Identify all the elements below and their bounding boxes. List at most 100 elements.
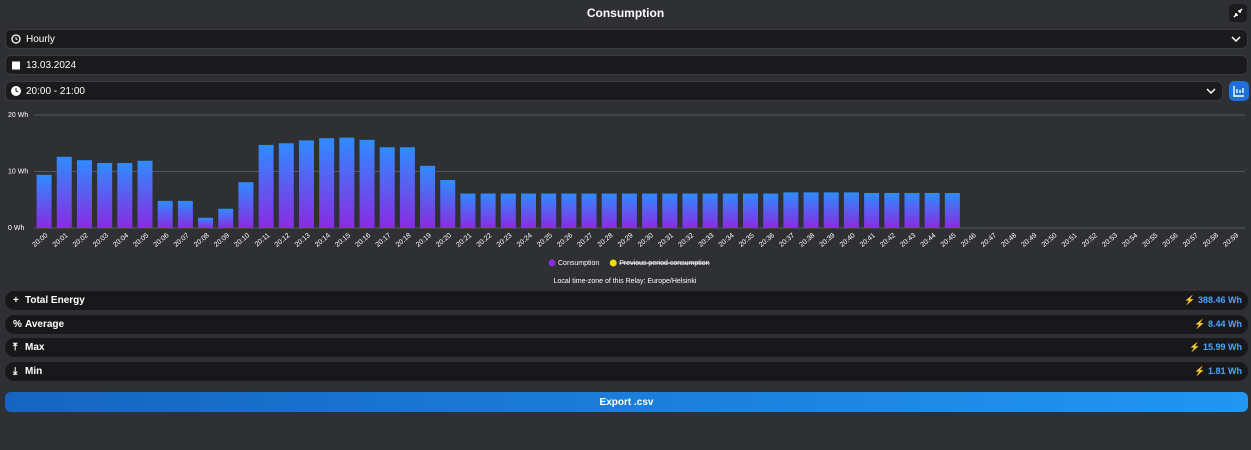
stat-row[interactable]: + Total Energy ⚡ 388.46 Wh	[5, 291, 1248, 310]
x-tick-label: 20:12	[274, 232, 292, 249]
legend-swatch	[548, 259, 556, 267]
bar	[157, 200, 173, 228]
export-button[interactable]: Export .csv	[5, 392, 1248, 412]
bar	[460, 193, 476, 228]
bar	[480, 193, 496, 228]
x-tick-label: 20:51	[1061, 232, 1079, 249]
x-tick-label: 20:18	[395, 232, 413, 249]
bar	[97, 163, 113, 228]
x-tick-label: 20:09	[213, 232, 231, 249]
x-tick-label: 20:03	[92, 232, 110, 249]
bar	[904, 192, 920, 228]
x-tick-label: 20:45	[940, 232, 958, 249]
x-tick-label: 20:30	[637, 232, 655, 249]
bar	[319, 138, 335, 228]
minimize-button[interactable]	[1229, 4, 1247, 22]
icon	[12, 61, 20, 70]
bar	[642, 193, 658, 228]
stat-label: Min	[25, 366, 43, 377]
bar	[541, 193, 557, 228]
x-tick-label: 20:42	[879, 232, 897, 249]
stat-value: ⚡ 8.44 Wh	[1194, 319, 1242, 329]
x-tick-label: 20:43	[899, 232, 917, 249]
x-tick-label: 20:24	[516, 232, 534, 249]
y-tick-label: 10 Wh	[8, 168, 28, 175]
x-tick-label: 20:07	[173, 232, 191, 249]
chevron	[1231, 36, 1241, 43]
stat-label: Max	[25, 342, 45, 353]
bar	[581, 193, 597, 228]
bar	[823, 192, 839, 228]
x-tick-label: 20:53	[1101, 232, 1119, 249]
x-tick-label: 20:21	[455, 232, 473, 249]
stat-value-text: 8.44 Wh	[1207, 319, 1242, 329]
date-input[interactable]: 13.03.2024	[5, 55, 1248, 75]
stat-value: ⚡ 388.46 Wh	[1184, 295, 1242, 305]
x-tick-label: 20:32	[677, 232, 695, 249]
x-tick-label: 20:40	[839, 232, 857, 249]
bar	[117, 163, 133, 228]
bar	[218, 208, 234, 228]
stat-icon: ⤓	[13, 366, 18, 377]
x-tick-label: 20:14	[314, 232, 332, 249]
bar	[803, 192, 819, 228]
bar	[56, 156, 72, 228]
icon	[11, 86, 21, 96]
x-tick-label: 20:00	[31, 232, 49, 249]
bar	[843, 192, 859, 228]
bar	[198, 217, 214, 228]
x-tick-label: 20:38	[798, 232, 816, 249]
x-tick-label: 20:10	[233, 232, 251, 249]
legend-label: Consumption	[558, 260, 599, 267]
icon	[1233, 8, 1243, 18]
chevron	[1206, 88, 1216, 95]
x-tick-label: 20:05	[132, 232, 150, 249]
bar	[238, 182, 254, 228]
x-tick-label: 20:01	[52, 232, 70, 249]
range-select[interactable]: 20:00 - 21:00	[5, 81, 1223, 101]
range-text: 20:00 - 21:00	[26, 85, 85, 97]
x-tick-label: 20:58	[1202, 232, 1220, 249]
bar	[298, 140, 314, 228]
x-tick-label: 20:19	[415, 232, 433, 249]
x-tick-label: 20:15	[334, 232, 352, 249]
stat-row[interactable]: % Average ⚡ 8.44 Wh	[5, 315, 1248, 334]
bar	[258, 144, 274, 228]
bar	[621, 193, 637, 228]
bar	[944, 192, 960, 228]
x-tick-label: 20:34	[718, 232, 736, 249]
bar	[399, 147, 415, 228]
x-tick-label: 20:16	[354, 232, 372, 249]
x-tick-label: 20:50	[1041, 232, 1059, 249]
x-tick-label: 20:27	[576, 232, 594, 249]
stat-row[interactable]: ⤓ Min ⚡ 1.81 Wh	[5, 362, 1248, 381]
bar	[763, 193, 779, 228]
bar	[440, 179, 456, 228]
x-tick-label: 20:23	[496, 232, 514, 249]
x-tick-label: 20:26	[556, 232, 574, 249]
icon	[11, 34, 21, 44]
legend-swatch	[609, 259, 617, 267]
icon	[1233, 86, 1244, 97]
x-tick-label: 20:47	[980, 232, 998, 249]
chart-type-button[interactable]	[1229, 81, 1249, 101]
bar	[420, 165, 436, 228]
stat-row[interactable]: ⤒ Max ⚡ 15.99 Wh	[5, 338, 1248, 357]
date-text: 13.03.2024	[26, 59, 77, 71]
x-tick-label: 20:56	[1162, 232, 1180, 249]
stat-icon: %	[13, 319, 22, 330]
x-tick-label: 20:29	[617, 232, 635, 249]
bar	[601, 193, 617, 228]
bar	[561, 193, 577, 228]
x-tick-label: 20:06	[153, 232, 171, 249]
x-tick-label: 20:49	[1020, 232, 1038, 249]
stat-value-text: 1.81 Wh	[1207, 366, 1242, 376]
bar	[924, 192, 940, 228]
x-tick-label: 20:44	[920, 232, 938, 249]
bar	[662, 193, 678, 228]
x-tick-label: 20:25	[536, 232, 554, 249]
select-text: Hourly	[26, 33, 55, 45]
x-tick-label: 20:20	[435, 232, 453, 249]
period-select[interactable]: Hourly	[5, 29, 1248, 49]
